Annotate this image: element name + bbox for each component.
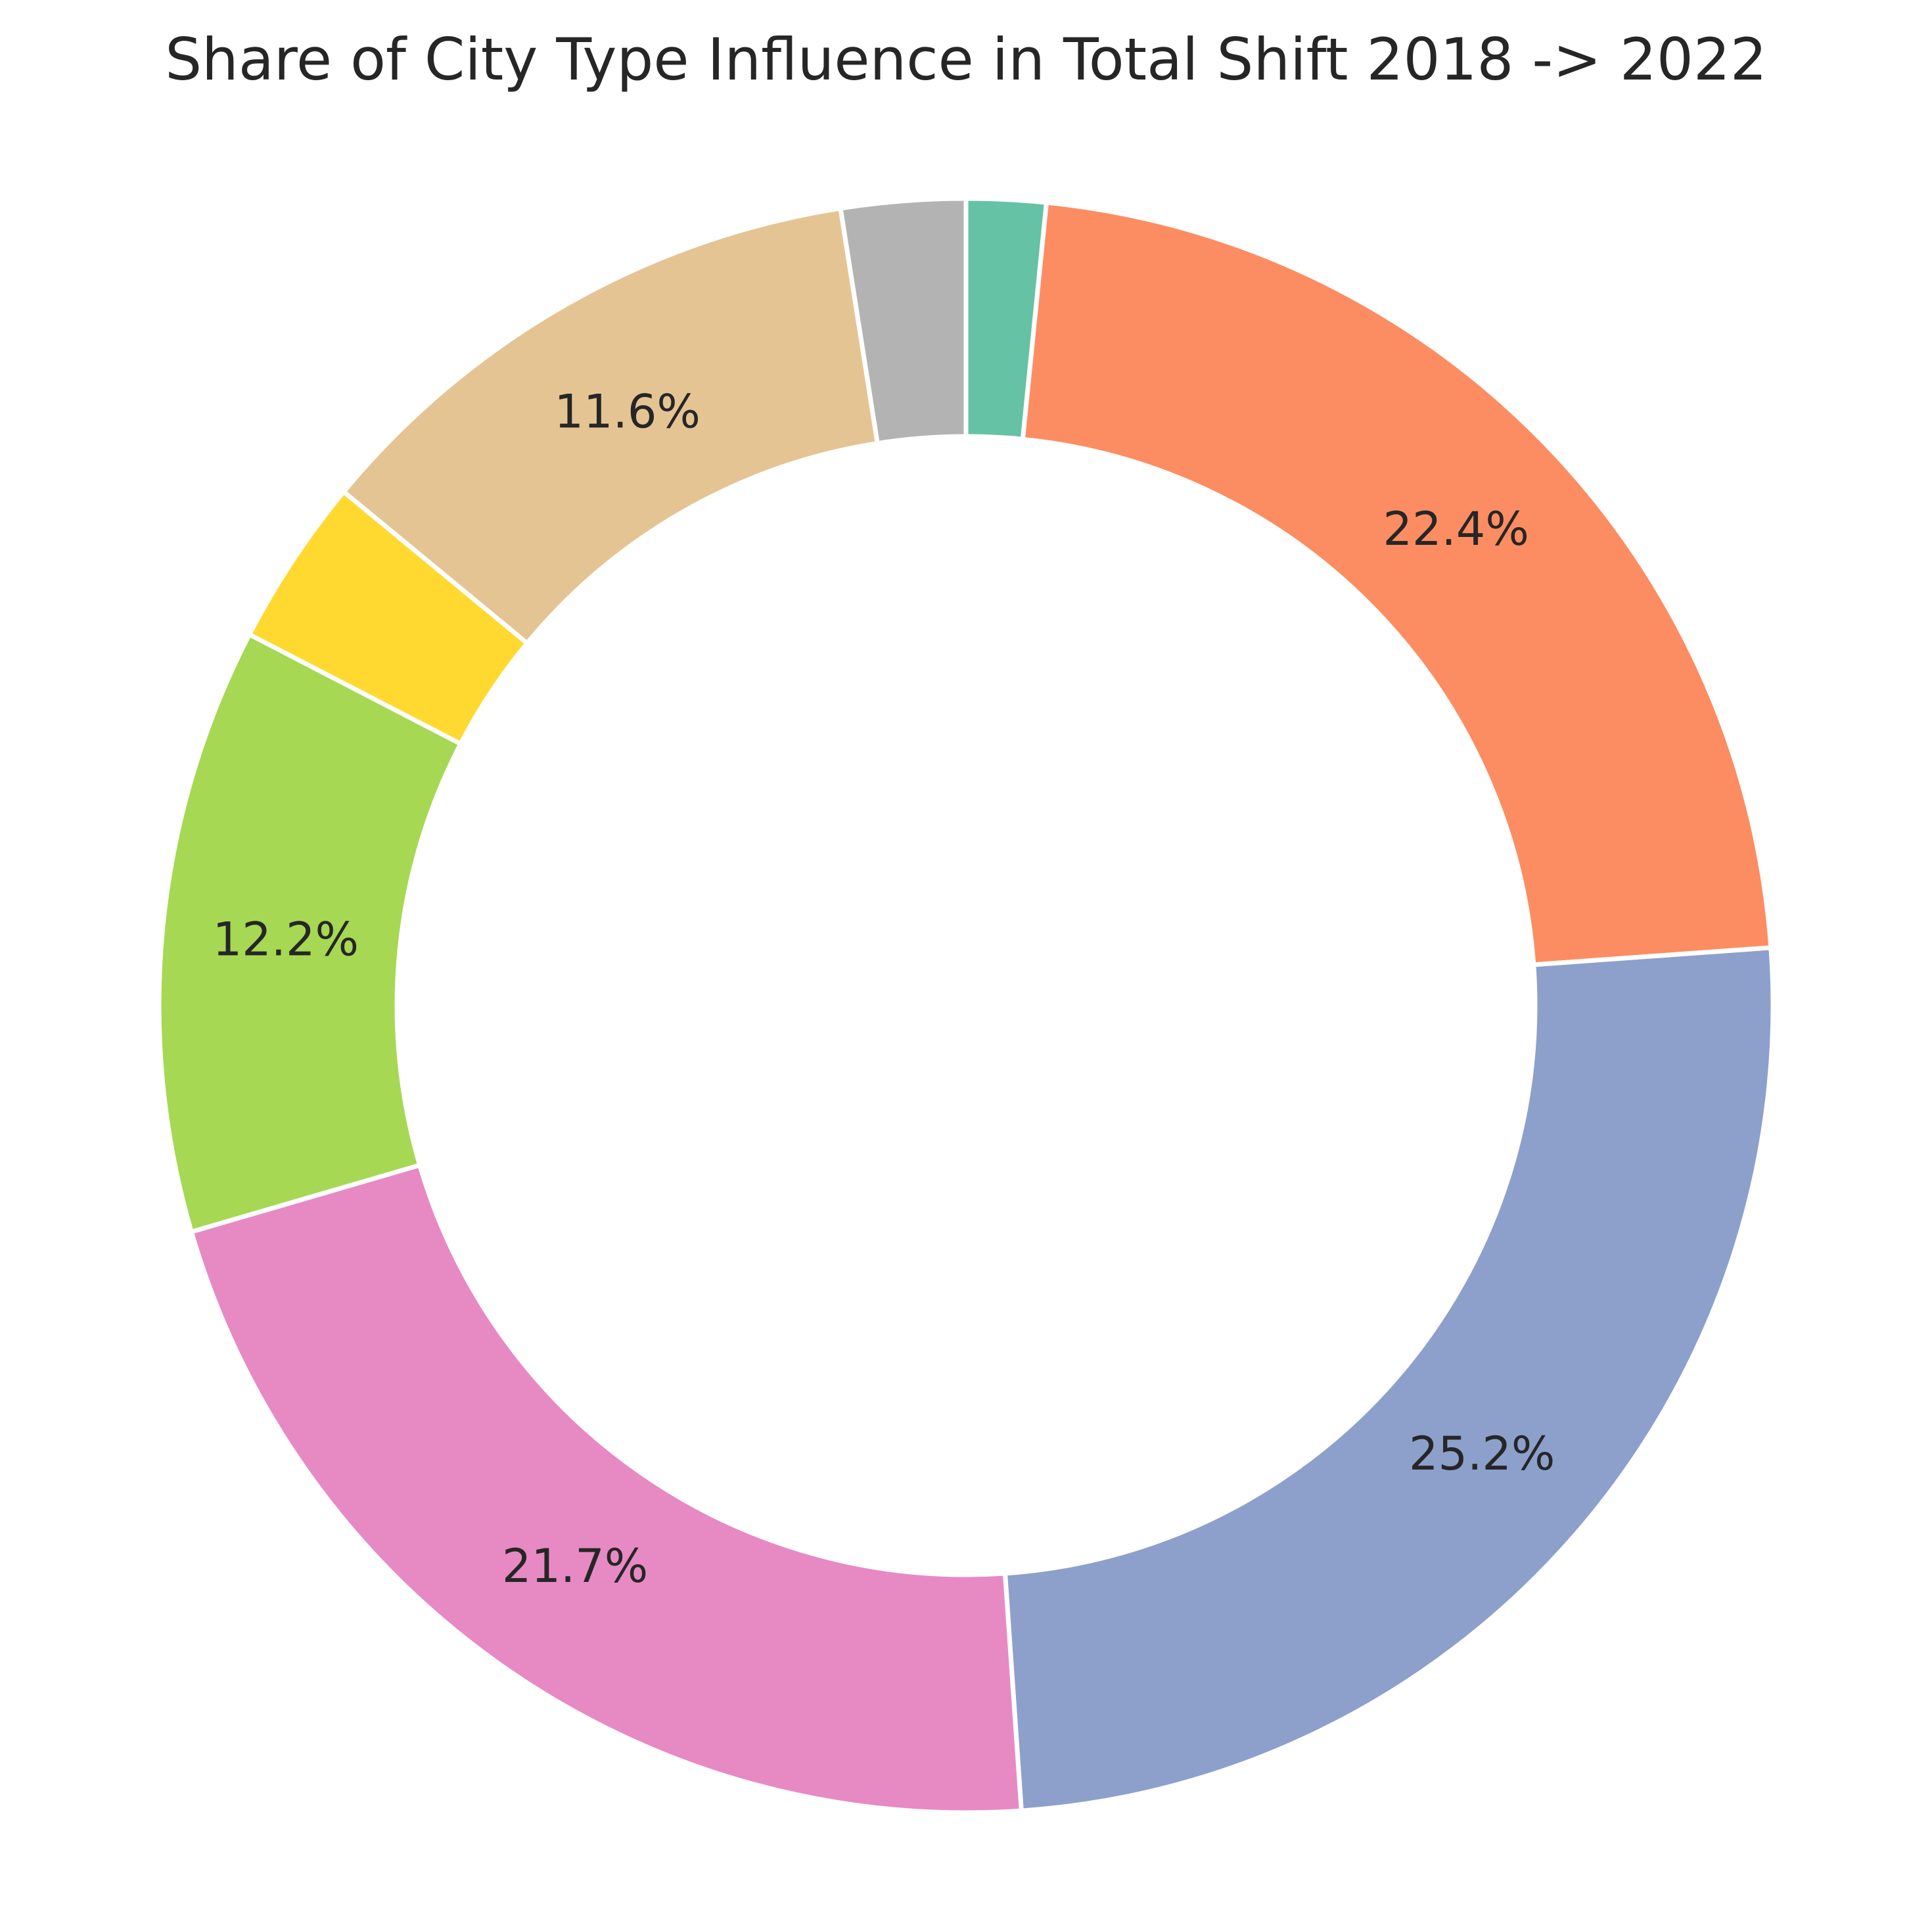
chart-title: Share of City Type Influence in Total Sh… xyxy=(165,26,1767,93)
slice-percent-label: 12.2% xyxy=(213,912,359,966)
donut-slice xyxy=(838,196,969,446)
donut-slices xyxy=(156,196,1776,1815)
donut-slice xyxy=(1020,200,1774,967)
slice-percent-label: 22.4% xyxy=(1383,502,1529,556)
donut-slice xyxy=(156,631,464,1235)
slice-percent-label: 11.6% xyxy=(555,385,701,439)
donut-labels: 22.4% 25.2% 21.7% 12.2% 11.6% xyxy=(213,385,1555,1593)
slice-percent-label: 21.7% xyxy=(502,1539,648,1593)
donut-slice xyxy=(1002,945,1776,1813)
slice-percent-label: 25.2% xyxy=(1409,1427,1555,1481)
donut-slice xyxy=(340,205,881,647)
donut-slice xyxy=(188,1162,1024,1815)
